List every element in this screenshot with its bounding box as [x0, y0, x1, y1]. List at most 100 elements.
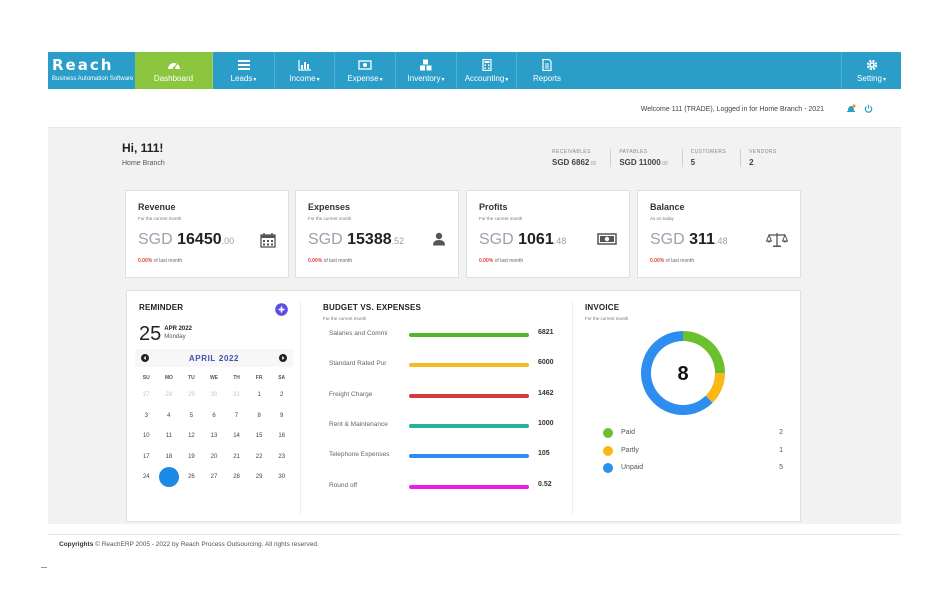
- selected-day-marker: [158, 467, 179, 488]
- bar-chart-icon: [297, 59, 311, 71]
- calendar-day[interactable]: 24: [142, 474, 150, 481]
- amount: 311: [689, 231, 715, 248]
- calendar-day-other-month[interactable]: 30: [210, 392, 218, 399]
- date-day: 25: [139, 323, 162, 345]
- nav-spacer: [577, 52, 841, 89]
- chevron-down-icon: ▾: [379, 76, 383, 83]
- invoice-donut-chart: 8: [641, 331, 725, 415]
- calendar-day[interactable]: 8: [257, 412, 261, 419]
- legend-label: Unpaid: [621, 464, 644, 471]
- calendar-day[interactable]: 12: [188, 433, 195, 440]
- calendar-day[interactable]: 16: [278, 433, 286, 440]
- donut-slice-paid[interactable]: [683, 331, 725, 373]
- nav-dashboard[interactable]: Dashboard: [135, 52, 213, 89]
- power-icon[interactable]: [864, 104, 873, 113]
- calendar-day[interactable]: 29: [255, 474, 263, 481]
- card-title: Revenue: [138, 202, 176, 212]
- calendar-day[interactable]: 3: [144, 412, 148, 419]
- card-amount: SGD 15388.52: [308, 231, 404, 249]
- cubes-icon: [420, 59, 432, 70]
- calendar-day[interactable]: 2: [280, 392, 284, 399]
- legend-dot: [603, 463, 613, 473]
- add-reminder-icon[interactable]: [275, 303, 288, 316]
- budget-account-name: Salaries and Commi: [329, 330, 388, 337]
- calendar-weekday-header: TH: [233, 375, 240, 381]
- budget-bar: [409, 333, 529, 337]
- calendar-day[interactable]: 10: [142, 433, 150, 440]
- greeting-title: Hi, 111!: [122, 141, 164, 155]
- change-text: of last month: [493, 258, 524, 264]
- budget-account-name: Freight Charge: [329, 390, 373, 398]
- card-subtitle: For the current month: [479, 216, 523, 221]
- stat-value: 5: [690, 158, 696, 167]
- calendar-day[interactable]: 15: [255, 433, 263, 440]
- calendar-day[interactable]: 21: [233, 453, 240, 460]
- calendar-day[interactable]: 6: [212, 412, 216, 419]
- next-month-icon[interactable]: [278, 354, 287, 362]
- divider: [572, 301, 573, 515]
- calendar-weekday-header: TU: [188, 375, 195, 381]
- calendar-day[interactable]: 23: [278, 453, 286, 460]
- calendar-grid: SU MO TU WE TH FR SA 27 28 29 30 31 1 2 3 4 5 6 7 8 9 10 11 12 1…: [135, 371, 293, 488]
- calendar-day[interactable]: 7: [234, 412, 239, 419]
- calendar-day[interactable]: 22: [255, 453, 263, 460]
- nav-label: Inventory: [407, 73, 441, 83]
- change-pct: 0.00%: [308, 258, 323, 264]
- donut-slice-partly[interactable]: [705, 373, 725, 403]
- legend-dot: [603, 445, 613, 456]
- calendar-day[interactable]: 19: [188, 453, 195, 460]
- invoice-total: 8: [677, 363, 688, 385]
- calculator-icon: [481, 58, 492, 71]
- calendar-day[interactable]: 27: [210, 474, 218, 481]
- calendar-day-other-month[interactable]: 29: [188, 392, 195, 399]
- footer-divider: [48, 534, 901, 535]
- calendar-day[interactable]: 9: [280, 412, 284, 419]
- prev-month-icon[interactable]: [141, 354, 149, 362]
- calendar-day[interactable]: 11: [165, 433, 172, 440]
- calendar-day-other-month[interactable]: 28: [165, 392, 173, 399]
- budget-row: Salaries and Commi 6821: [329, 329, 569, 341]
- calendar-day-other-month[interactable]: 27: [142, 392, 150, 399]
- nav-accounting[interactable]: Accounting▾: [457, 52, 517, 89]
- stat-cents: .00: [660, 161, 668, 167]
- nav-inventory[interactable]: Inventory▾: [396, 52, 457, 89]
- calendar-day[interactable]: 30: [278, 474, 286, 481]
- calendar-day-other-month[interactable]: 31: [233, 392, 240, 399]
- nav-reports[interactable]: Reports: [517, 52, 577, 89]
- nav-expense[interactable]: Expense▾: [335, 52, 396, 89]
- calendar-day[interactable]: 17: [142, 453, 150, 460]
- calendar-day[interactable]: 13: [210, 433, 218, 440]
- calendar-day[interactable]: 14: [233, 433, 240, 440]
- card-title: Profits: [479, 202, 508, 212]
- stat-customers: CUSTOMERS 5: [681, 149, 740, 167]
- calendar-day[interactable]: 5: [189, 412, 194, 419]
- calendar-day[interactable]: 1: [257, 392, 261, 399]
- budget-bar: [409, 423, 529, 428]
- calendar-day-selected[interactable]: [158, 467, 181, 488]
- legend-label: Partly: [621, 446, 639, 454]
- reminder-title: REMINDER: [139, 303, 184, 312]
- bell-icon[interactable]: [846, 104, 856, 113]
- calendar-weekday-header: WE: [209, 375, 219, 381]
- donut-slice-unpaid[interactable]: [641, 331, 713, 415]
- brand-logo[interactable]: Reach Business Automation Software: [48, 52, 135, 89]
- calendar-day[interactable]: 4: [167, 412, 171, 419]
- legend-item: Partly 1: [603, 445, 783, 457]
- nav-income[interactable]: Income▾: [275, 52, 335, 89]
- nav-leads[interactable]: Leads▾: [213, 52, 275, 89]
- calendar-day[interactable]: 26: [188, 474, 195, 481]
- calendar-day[interactable]: 28: [233, 474, 240, 481]
- calendar-weekday-header: SA: [278, 375, 286, 381]
- greeting-branch: Home Branch: [122, 160, 165, 167]
- budget-value: 1462: [538, 389, 554, 397]
- card-change: 0.00% of last month: [138, 258, 182, 264]
- calendar-day[interactable]: 20: [210, 453, 218, 460]
- amount: 16450: [177, 231, 222, 248]
- nav-setting[interactable]: Setting▾: [841, 52, 901, 89]
- invoice-title: INVOICE: [585, 303, 620, 312]
- calendar-weekday-header: SU: [142, 375, 150, 381]
- file-icon: [542, 58, 552, 71]
- calendar-day[interactable]: 18: [165, 453, 173, 460]
- card-change: 0.00% of last month: [650, 258, 694, 264]
- date-weekday: Monday: [164, 334, 186, 340]
